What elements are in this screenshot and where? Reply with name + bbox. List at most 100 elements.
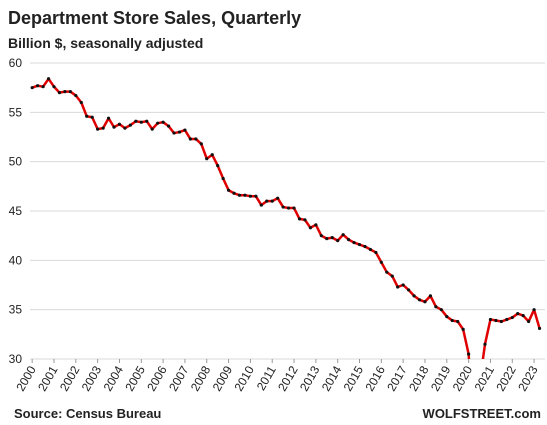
y-tick-label: 30	[9, 352, 23, 366]
data-point	[68, 90, 72, 94]
data-point	[461, 327, 465, 331]
data-point	[79, 100, 83, 105]
data-point	[363, 244, 367, 249]
data-point	[259, 203, 263, 207]
data-point	[494, 318, 498, 323]
data-point	[488, 317, 493, 322]
data-point	[527, 319, 531, 324]
data-point	[156, 121, 160, 125]
data-point	[330, 236, 334, 240]
x-tick-label: 2006	[144, 363, 170, 393]
data-point	[188, 137, 192, 141]
data-point	[150, 127, 154, 131]
data-point	[270, 199, 274, 203]
x-tick-label: 2005	[122, 363, 148, 393]
chart-subtitle: Billion $, seasonally adjusted	[8, 35, 203, 51]
data-point	[106, 116, 111, 120]
data-point	[221, 176, 225, 181]
y-tick-label: 45	[9, 204, 23, 218]
data-point	[505, 317, 509, 322]
x-tick-label: 2011	[254, 363, 279, 393]
data-point	[248, 194, 253, 198]
data-point	[450, 318, 454, 323]
data-point	[532, 308, 536, 312]
plot-area	[30, 77, 542, 359]
data-point	[74, 93, 78, 98]
x-tick-label: 2003	[79, 363, 105, 393]
data-point	[128, 123, 132, 127]
data-point	[434, 305, 438, 309]
data-point	[210, 153, 214, 157]
chart-title: Department Store Sales, Quarterly	[8, 8, 301, 28]
data-point	[281, 205, 285, 209]
data-point	[30, 86, 34, 90]
series-line	[31, 77, 541, 359]
data-point	[352, 240, 356, 245]
data-point	[456, 319, 460, 324]
x-tick-label: 2008	[188, 363, 214, 393]
data-point	[319, 234, 323, 238]
source: Source: Census Bureau	[14, 406, 161, 421]
data-point	[325, 237, 329, 241]
data-point	[368, 247, 373, 252]
x-tick-label: 2002	[57, 363, 83, 393]
x-tick-label: 2017	[384, 363, 410, 393]
x-tick-label: 2022	[493, 363, 519, 393]
data-point	[216, 164, 220, 168]
y-tick-label: 50	[9, 155, 23, 169]
data-point	[237, 193, 242, 197]
data-point	[254, 194, 258, 198]
data-point	[161, 120, 165, 124]
data-point	[265, 199, 269, 203]
data-point	[205, 157, 209, 161]
data-point	[57, 91, 62, 95]
data-point	[199, 142, 203, 146]
data-point	[314, 223, 318, 227]
x-tick-label: 2007	[166, 363, 192, 393]
y-tick-label: 60	[9, 56, 23, 70]
data-point	[183, 128, 187, 132]
data-point	[177, 130, 182, 134]
data-point	[90, 115, 94, 119]
x-tick-label: 2016	[362, 363, 388, 393]
x-tick-label: 2015	[341, 363, 367, 393]
data-point	[417, 298, 422, 302]
x-tick-label: 2013	[297, 363, 323, 393]
data-point	[123, 126, 127, 130]
data-point	[226, 188, 231, 192]
data-point	[385, 270, 389, 274]
data-point	[407, 288, 411, 292]
data-point	[510, 315, 514, 320]
x-tick-label: 2000	[13, 363, 39, 393]
data-point	[166, 124, 171, 128]
x-tick-label: 2020	[450, 363, 476, 393]
data-point	[379, 260, 383, 264]
data-point	[134, 119, 138, 123]
data-point	[276, 196, 280, 200]
data-point	[347, 238, 351, 242]
data-point	[336, 239, 340, 243]
data-point	[36, 84, 40, 88]
data-point	[341, 233, 345, 237]
y-tick-label: 55	[9, 105, 23, 119]
data-point	[428, 294, 433, 298]
data-point	[41, 85, 45, 89]
data-point	[374, 250, 378, 255]
y-tick-label: 40	[9, 253, 23, 267]
data-point	[101, 126, 105, 130]
data-point	[537, 326, 542, 331]
y-tick-label: 35	[9, 303, 23, 317]
data-point	[194, 137, 198, 141]
data-point	[286, 206, 291, 210]
data-point	[401, 283, 405, 287]
data-point	[390, 274, 394, 278]
x-tick-label: 2004	[101, 363, 127, 393]
data-point	[423, 300, 427, 304]
data-point	[303, 218, 307, 222]
data-point	[357, 242, 362, 247]
data-point	[85, 114, 89, 118]
data-point	[412, 294, 416, 298]
data-point	[439, 308, 443, 312]
data-point	[243, 193, 247, 197]
